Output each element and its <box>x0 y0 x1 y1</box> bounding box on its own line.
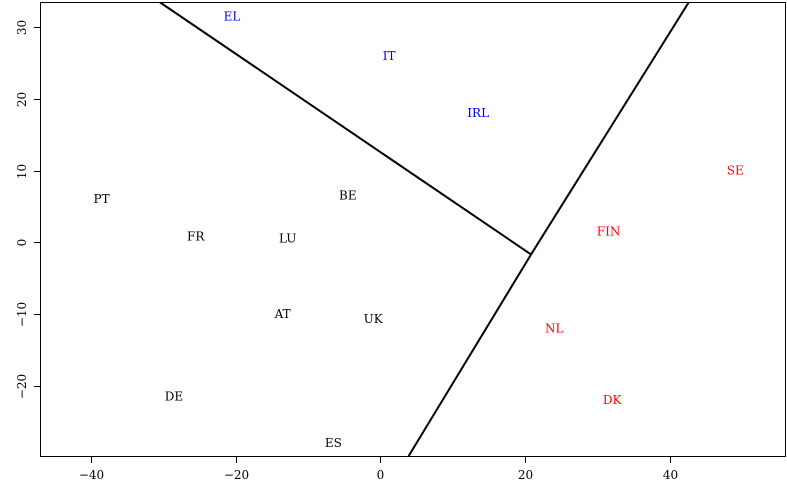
y-tick-label: 10 <box>15 164 29 179</box>
cluster-boundaries <box>158 2 690 456</box>
point-label-it: IT <box>383 49 396 63</box>
point-label-nl: NL <box>545 321 564 335</box>
x-tick-label: −20 <box>224 468 249 482</box>
point-label-fin: FIN <box>597 225 621 239</box>
point-label-be: BE <box>339 189 357 203</box>
point-label-se: SE <box>727 164 744 178</box>
point-label-el: EL <box>224 9 241 23</box>
point-label-irl: IRL <box>467 106 489 120</box>
y-axis: −20 −10 0 10 20 30 <box>15 20 41 399</box>
point-label-fr: FR <box>187 230 205 244</box>
boundary-line <box>158 2 532 256</box>
x-tick-label: −40 <box>79 468 104 482</box>
y-tick-label: −20 <box>15 374 29 399</box>
point-label-de: DE <box>165 389 183 403</box>
y-tick-label: −10 <box>15 302 29 327</box>
boundary-line <box>407 253 532 456</box>
y-tick-label: 0 <box>15 239 29 247</box>
y-tick-label: 20 <box>15 92 29 107</box>
x-axis: −40 −20 0 20 40 <box>79 456 678 482</box>
point-label-at: AT <box>274 307 291 321</box>
point-labels: EL IT IRL PT BE FR LU AT UK DE ES SE FIN NL DK <box>94 9 744 450</box>
x-tick-label: 20 <box>518 468 533 482</box>
plot-frame <box>40 2 786 457</box>
boundary-line <box>530 2 690 255</box>
y-tick-label: 30 <box>15 20 29 35</box>
point-label-lu: LU <box>279 232 296 246</box>
point-label-pt: PT <box>94 192 110 206</box>
point-label-es: ES <box>325 436 342 450</box>
point-label-uk: UK <box>364 312 384 326</box>
x-tick-label: 40 <box>663 468 678 482</box>
point-label-dk: DK <box>603 393 623 407</box>
x-tick-label: 0 <box>377 468 385 482</box>
